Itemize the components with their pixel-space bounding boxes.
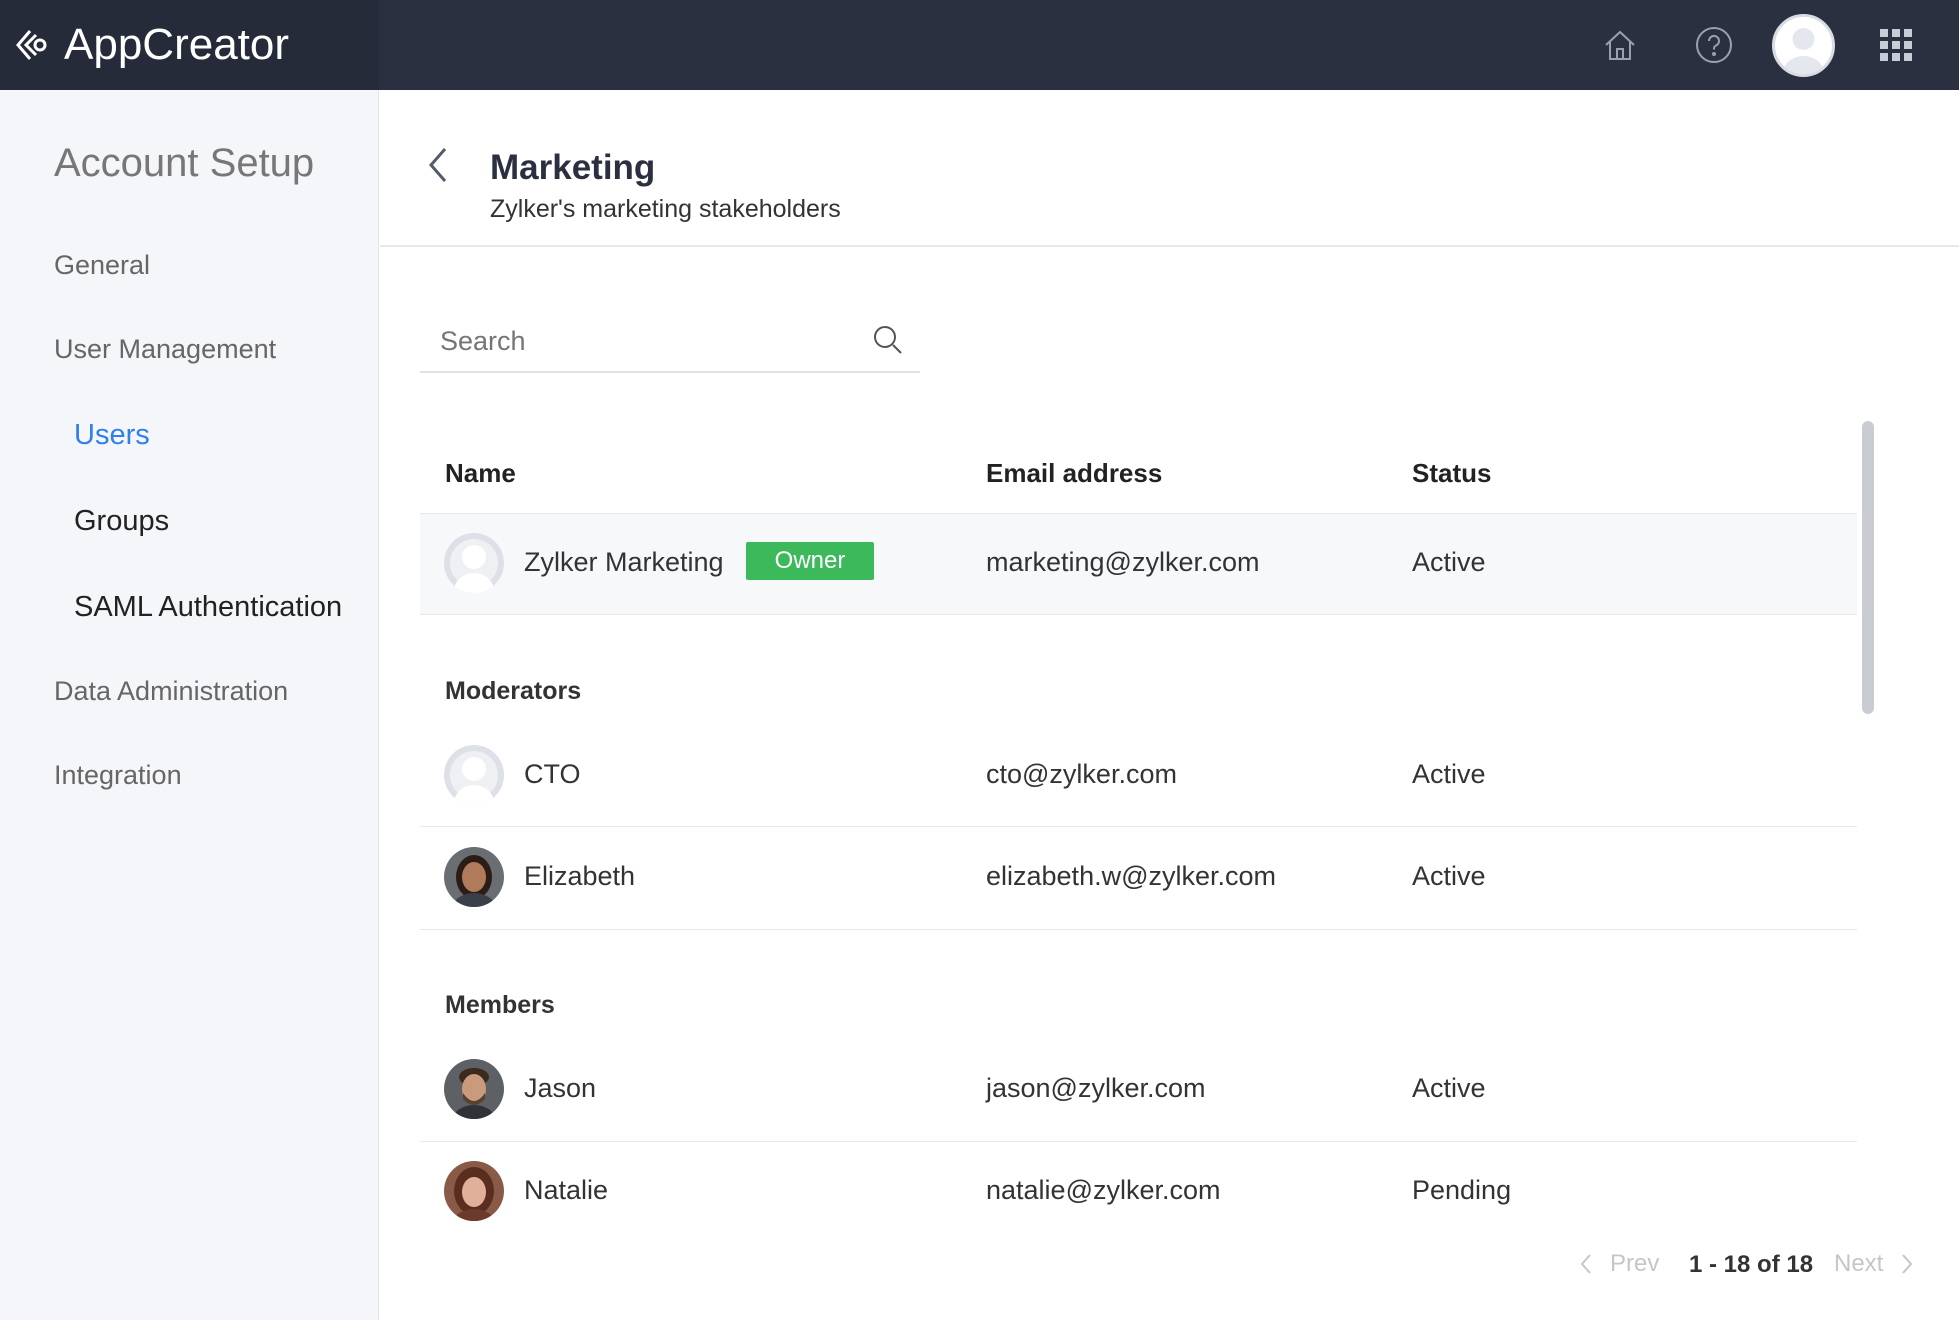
sidebar-item-general[interactable]: General	[54, 250, 151, 280]
next-button[interactable]: Next	[1834, 1250, 1915, 1278]
page-subtitle: Zylker's marketing stakeholders	[490, 195, 841, 223]
sidebar-item-user-management[interactable]: User Management	[54, 334, 277, 364]
member-status: Active	[1412, 861, 1486, 891]
column-header-email[interactable]: Email address	[986, 458, 1163, 488]
chevron-left-icon	[1580, 1254, 1591, 1274]
avatar-placeholder	[444, 745, 504, 805]
member-email: natalie@zylker.com	[986, 1175, 1221, 1205]
member-email: marketing@zylker.com	[986, 547, 1260, 577]
member-name: CTO	[524, 759, 581, 789]
sidebar-item-integration[interactable]: Integration	[54, 760, 182, 790]
group-label-moderators: Moderators	[445, 677, 582, 705]
row-divider	[420, 1141, 1857, 1142]
sidebar-item-saml-authentication[interactable]: SAML Authentication	[74, 591, 343, 623]
user-avatar[interactable]	[1772, 14, 1835, 77]
avatar-placeholder	[444, 533, 504, 593]
member-name: Jason	[524, 1073, 597, 1103]
row-divider	[420, 826, 1857, 827]
scrollbar-thumb[interactable]	[1862, 421, 1874, 714]
chevron-left-icon	[429, 148, 447, 182]
sidebar-item-data-administration[interactable]: Data Administration	[54, 676, 289, 706]
member-email: jason@zylker.com	[986, 1073, 1206, 1103]
help-icon[interactable]	[1691, 22, 1737, 68]
pagination-range: 1 - 18 of 18	[1689, 1251, 1814, 1278]
member-status: Pending	[1412, 1175, 1512, 1205]
page-title: Marketing	[490, 148, 656, 187]
member-status: Active	[1412, 547, 1486, 577]
sidebar	[0, 90, 379, 1320]
sidebar-item-groups[interactable]: Groups	[74, 505, 170, 537]
member-name: Zylker Marketing	[524, 547, 724, 577]
member-name: Elizabeth	[524, 861, 636, 891]
prev-button[interactable]: Prev	[1578, 1250, 1659, 1278]
app-logo[interactable]: AppCreator	[0, 0, 379, 90]
sidebar-item-users[interactable]: Users	[74, 419, 150, 451]
sidebar-title: Account Setup	[54, 141, 315, 185]
prev-label: Prev	[1610, 1250, 1660, 1277]
member-name: Natalie	[524, 1175, 609, 1205]
member-email: elizabeth.w@zylker.com	[986, 861, 1277, 891]
next-label: Next	[1834, 1250, 1884, 1277]
row-divider	[420, 929, 1857, 930]
member-status: Active	[1412, 759, 1486, 789]
column-header-status[interactable]: Status	[1412, 458, 1492, 488]
owner-badge: Owner	[746, 542, 874, 580]
apps-grid-icon[interactable]	[1873, 22, 1919, 68]
group-label-members: Members	[445, 991, 555, 1019]
avatar-photo	[444, 1059, 504, 1119]
table-row-owner[interactable]	[420, 513, 1857, 615]
chevron-right-icon	[1902, 1254, 1913, 1274]
member-status: Active	[1412, 1073, 1486, 1103]
appcreator-logo-icon	[16, 30, 47, 60]
avatar-photo	[444, 1161, 504, 1221]
back-button[interactable]	[425, 145, 451, 190]
search-icon[interactable]	[872, 324, 904, 356]
search-field[interactable]	[420, 320, 920, 373]
member-email: cto@zylker.com	[986, 759, 1177, 789]
search-input[interactable]	[420, 320, 840, 357]
avatar-photo	[444, 847, 504, 907]
page-header	[380, 90, 1959, 247]
home-icon[interactable]	[1597, 22, 1643, 68]
column-header-name[interactable]: Name	[445, 458, 516, 488]
app-title: AppCreator	[64, 20, 290, 69]
